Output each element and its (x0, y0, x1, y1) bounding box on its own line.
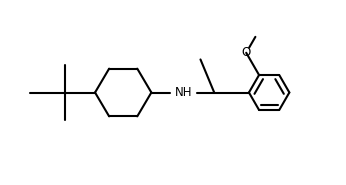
Text: NH: NH (174, 86, 192, 99)
Text: O: O (242, 46, 251, 59)
